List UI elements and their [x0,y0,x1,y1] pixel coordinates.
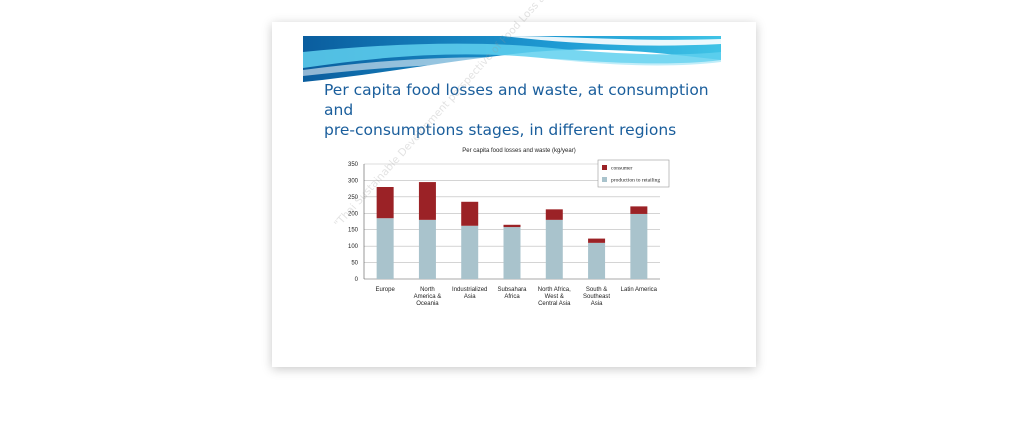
bar-production-to-retailing [588,242,606,279]
bar-chart: Per capita food losses and waste (kg/yea… [348,148,670,307]
bar-consumer [588,238,606,243]
slide: Per capita food losses and waste, at con… [272,0,756,367]
y-tick-label: 0 [355,277,359,283]
y-tick-label: 200 [348,211,359,217]
legend-swatch-production [602,177,607,182]
x-category-label: North [420,287,435,293]
y-tick-label: 300 [348,178,359,184]
bar-consumer [376,187,394,219]
bar-consumer [630,206,648,214]
y-tick-label: 100 [348,244,359,250]
bar-consumer [545,209,563,220]
chart-title: Per capita food losses and waste (kg/yea… [462,148,575,154]
y-axis: 0 50 100 150 200 250 300 350 [348,162,365,283]
slide-banner [303,36,721,82]
x-category-label: West & [545,294,564,300]
x-category-label: Africa [504,294,520,300]
legend-label-consumer: consumer [611,166,633,172]
y-tick-label: 150 [348,228,359,234]
bar-consumer [503,224,521,228]
legend-swatch-consumer [602,165,607,170]
x-category-label: Subsahara [497,287,527,293]
x-category-label: Asia [591,301,603,307]
x-category-label: South & [586,287,607,293]
x-category-label: North Africa, [538,287,571,293]
slide-title: Per capita food losses and waste, at con… [324,80,724,140]
bar-production-to-retailing [461,225,479,279]
x-category-label: Europe [375,287,395,293]
bar-production-to-retailing [545,219,563,279]
x-category-label: Southeast [583,294,610,300]
x-category-label: Latin America [621,287,658,293]
x-category-label: Oceania [416,301,439,307]
y-tick-label: 350 [348,162,359,168]
y-tick-label: 50 [351,261,358,267]
slide-title-line-2: pre-consumptions stages, in different re… [324,121,677,139]
bar-production-to-retailing [630,213,648,279]
chart-legend: consumer production to retailing [597,159,670,188]
slide-title-line-1: Per capita food losses and waste, at con… [324,81,709,119]
x-category-label: Industrialized [452,287,487,293]
bar-consumer [461,201,479,226]
bar-consumer [418,182,436,220]
bar-production-to-retailing [418,219,436,279]
chart-bars [376,182,648,279]
bar-production-to-retailing [503,227,521,279]
x-category-label: Central Asia [538,301,571,307]
legend-box [597,159,670,188]
y-tick-label: 250 [348,195,359,201]
x-category-label: America & [414,294,442,300]
bar-production-to-retailing [376,218,394,279]
legend-label-production: production to retailing [611,178,660,184]
x-category-label: Asia [464,294,476,300]
